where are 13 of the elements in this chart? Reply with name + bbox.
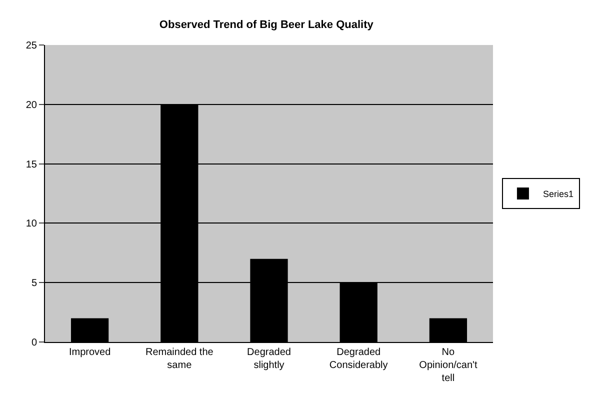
y-tick-label: 25 <box>26 40 38 52</box>
y-tick-label: 0 <box>31 338 38 348</box>
legend-label: Series1 <box>542 189 574 200</box>
x-tick-label: Improved <box>68 347 111 358</box>
y-tick-label: 10 <box>26 218 38 230</box>
x-tick-label: Degraded Considerably <box>329 347 388 371</box>
y-tick-label: 15 <box>26 159 38 170</box>
x-tick-label: Degraded slightly <box>247 347 291 371</box>
chart-title: Observed Trend of Big Beer Lake Quality <box>159 18 374 31</box>
x-tick-label: No Opinion/can't tell <box>419 347 478 384</box>
x-tick-label: Remainded the same <box>145 347 214 371</box>
y-tick-label: 5 <box>31 278 38 290</box>
y-tick-label: 20 <box>26 100 38 111</box>
